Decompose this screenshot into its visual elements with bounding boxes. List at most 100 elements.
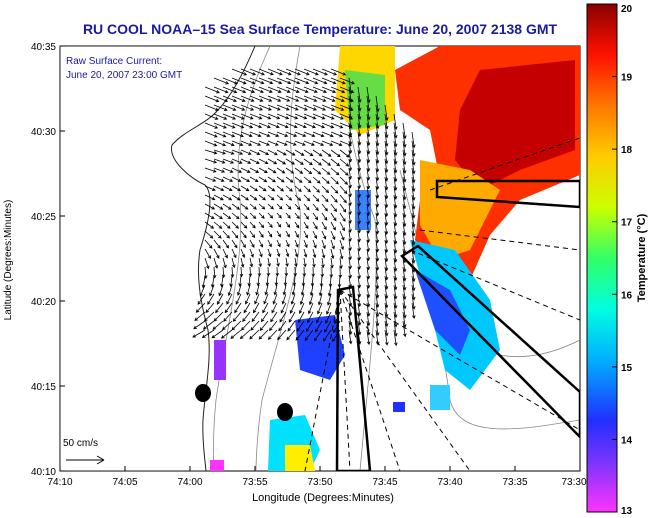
current-vector	[303, 149, 314, 157]
current-vector	[339, 95, 355, 103]
box-north	[435, 179, 580, 209]
current-vector	[258, 149, 270, 156]
current-vector	[231, 95, 246, 102]
current-vector	[222, 131, 236, 138]
current-vector	[239, 329, 251, 340]
current-vector	[321, 176, 330, 185]
x-tick-label: 73:50	[307, 477, 332, 488]
radial-lines	[304, 137, 580, 471]
current-vector	[312, 140, 325, 146]
current-vector	[339, 113, 354, 120]
current-vector	[204, 203, 216, 210]
current-vector	[339, 194, 347, 204]
current-vector	[267, 149, 278, 156]
current-vector	[285, 86, 300, 93]
current-vector	[285, 230, 290, 238]
current-vector	[222, 149, 235, 155]
x-axis-ticks: 74:10 74:05 74:00 73:55 73:50 73:45 73:40 73:35…	[47, 466, 587, 488]
current-vector	[240, 95, 255, 102]
current-vector	[285, 131, 298, 137]
current-vector	[330, 113, 344, 120]
current-vector	[213, 176, 225, 182]
current-vector	[240, 248, 246, 259]
current-vector	[312, 221, 318, 230]
current-vector	[309, 284, 314, 297]
current-vector	[303, 212, 309, 220]
current-vector	[330, 149, 341, 158]
colorbar-tick-label: 14	[621, 435, 633, 446]
current-vector	[303, 113, 317, 120]
current-vector	[231, 77, 247, 85]
current-vector	[249, 203, 257, 210]
current-vector	[231, 68, 248, 76]
current-vector	[276, 212, 282, 219]
current-vector	[312, 167, 322, 175]
x-tick-label: 74:00	[177, 477, 202, 488]
current-vector	[330, 230, 336, 241]
scale-arrow	[66, 455, 105, 465]
current-vector	[321, 95, 336, 102]
x-tick-label: 74:10	[47, 477, 72, 488]
current-vector	[276, 248, 281, 258]
x-axis-label: Longitude (Degrees:Minutes)	[252, 492, 394, 504]
current-vector	[321, 104, 336, 111]
current-vector	[204, 131, 218, 138]
current-vector	[223, 311, 233, 322]
current-vector	[204, 95, 220, 103]
current-vector	[321, 158, 331, 166]
current-vector	[285, 212, 291, 219]
sst-magenta-spot	[210, 460, 224, 471]
current-vector	[276, 257, 280, 267]
current-vector	[317, 293, 323, 306]
colorbar-tick-label: 15	[621, 363, 633, 374]
current-vector	[244, 293, 251, 305]
current-vector	[312, 113, 326, 120]
current-vector	[303, 221, 309, 230]
current-vector	[339, 230, 345, 241]
current-vector	[348, 221, 352, 233]
current-vector	[285, 113, 299, 120]
x-tick-label: 73:45	[372, 477, 397, 488]
sst-purple-spot-1	[214, 340, 226, 380]
current-vector	[267, 230, 273, 238]
current-vector	[222, 320, 233, 331]
current-vector	[321, 203, 328, 212]
current-vector	[271, 302, 278, 314]
current-vector	[258, 167, 268, 174]
scale-arrow-label: 50 cm/s	[63, 438, 98, 449]
current-vector	[303, 122, 316, 129]
current-vector	[240, 194, 249, 201]
current-vector	[303, 140, 315, 146]
current-vector	[267, 113, 281, 120]
current-vector	[213, 86, 229, 94]
current-vector	[258, 176, 268, 183]
current-vector	[234, 302, 242, 314]
colorbar-tick-label: 18	[621, 145, 633, 156]
current-vector	[204, 230, 214, 239]
coastline	[60, 46, 256, 471]
current-vector	[263, 293, 269, 305]
current-vector	[262, 302, 269, 314]
current-vector	[294, 149, 305, 156]
current-vector	[325, 311, 332, 324]
current-vector	[312, 149, 323, 157]
current-vector	[267, 104, 281, 111]
current-vector	[303, 167, 313, 175]
current-vector	[294, 248, 299, 258]
current-vector	[303, 86, 318, 93]
current-vector	[278, 320, 287, 332]
current-vector	[204, 221, 215, 229]
current-vector	[213, 203, 224, 210]
current-vector	[249, 230, 256, 239]
current-vector	[323, 329, 332, 342]
current-vector	[316, 311, 323, 324]
x-tick-label: 73:35	[502, 477, 527, 488]
current-vector	[304, 329, 314, 342]
current-vector	[269, 320, 278, 332]
current-vector	[230, 329, 242, 339]
current-vector	[339, 167, 349, 176]
current-vector	[213, 185, 225, 192]
current-vectors	[192, 68, 416, 347]
current-vector	[204, 122, 219, 129]
